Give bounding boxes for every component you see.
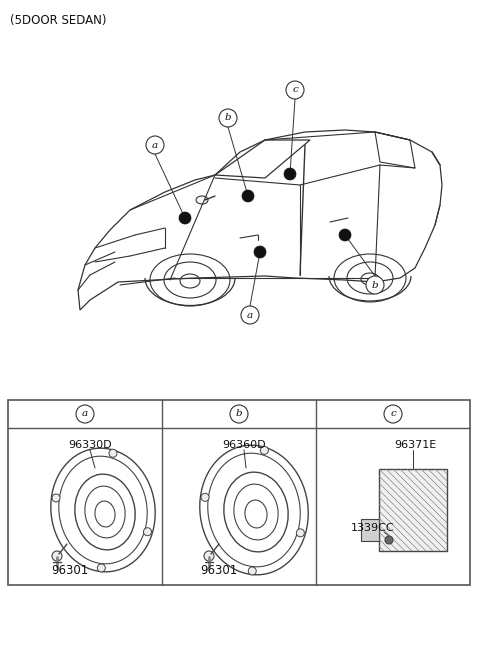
Bar (8, 400, 470, 585)
Text: 96301: 96301 (51, 564, 89, 577)
Circle shape (385, 536, 393, 544)
Text: (5DOOR SEDAN): (5DOOR SEDAN) (10, 14, 107, 27)
Text: a: a (82, 409, 88, 419)
Circle shape (286, 81, 304, 99)
Text: 96330D: 96330D (68, 440, 112, 450)
Text: 96301: 96301 (200, 564, 238, 577)
Bar (361, 519, 379, 541)
Circle shape (260, 446, 268, 455)
Circle shape (144, 527, 152, 536)
Ellipse shape (52, 551, 62, 561)
Text: c: c (390, 409, 396, 419)
Circle shape (254, 246, 266, 258)
Circle shape (52, 494, 60, 502)
Text: b: b (225, 113, 231, 123)
Text: 96360D: 96360D (222, 440, 266, 450)
Text: c: c (292, 85, 298, 94)
Circle shape (201, 493, 209, 501)
Circle shape (248, 567, 256, 575)
Circle shape (76, 405, 94, 423)
Circle shape (241, 306, 259, 324)
Bar (379, 469, 447, 551)
Circle shape (384, 405, 402, 423)
Text: a: a (152, 140, 158, 150)
Text: 1339CC: 1339CC (351, 523, 395, 533)
Circle shape (97, 564, 105, 572)
Circle shape (179, 212, 191, 224)
Text: b: b (236, 409, 242, 419)
Circle shape (109, 449, 117, 457)
Circle shape (366, 276, 384, 294)
Circle shape (230, 405, 248, 423)
Circle shape (146, 136, 164, 154)
Circle shape (219, 109, 237, 127)
Text: b: b (372, 281, 378, 289)
Ellipse shape (204, 551, 214, 561)
Circle shape (242, 190, 254, 202)
Text: a: a (247, 310, 253, 319)
Circle shape (284, 168, 296, 180)
Circle shape (339, 229, 351, 241)
Text: 96371E: 96371E (394, 440, 436, 450)
Circle shape (296, 529, 304, 537)
